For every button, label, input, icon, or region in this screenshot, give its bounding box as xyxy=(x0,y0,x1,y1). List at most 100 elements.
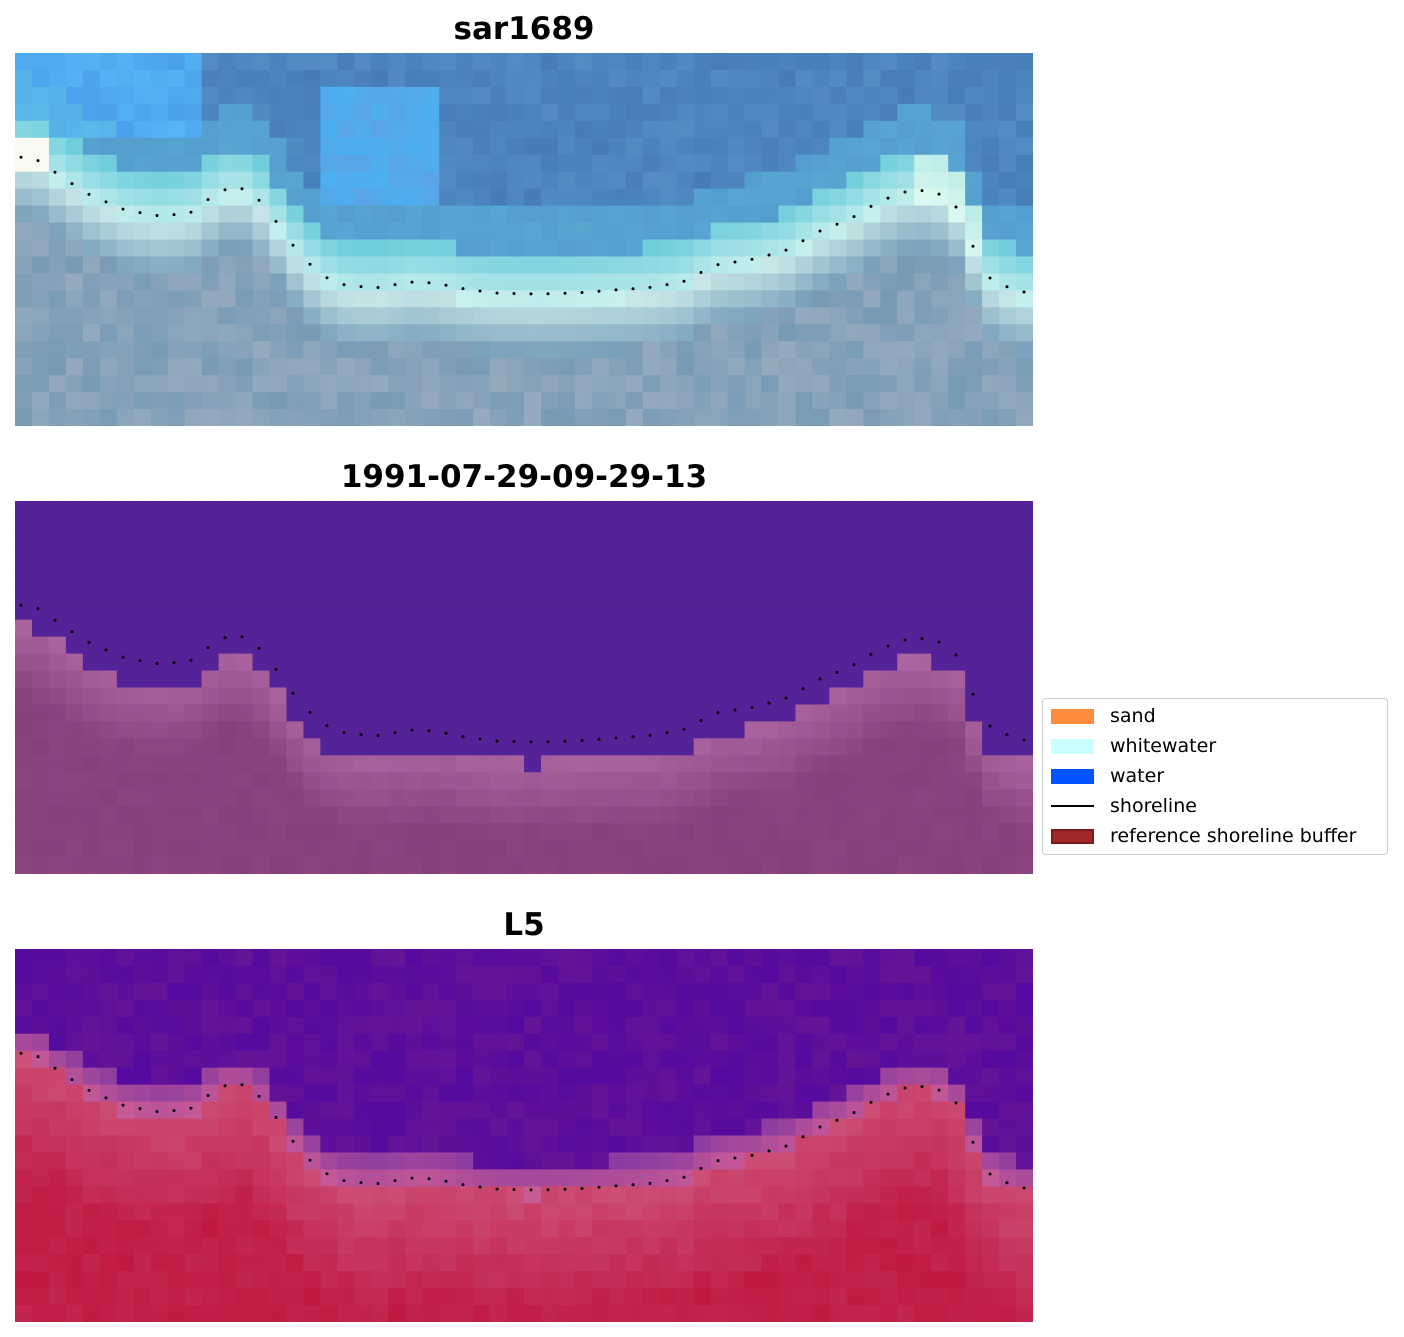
image-pixel xyxy=(863,619,881,638)
image-pixel xyxy=(540,171,559,190)
image-pixel xyxy=(829,721,847,739)
image-pixel xyxy=(931,1169,949,1187)
image-pixel xyxy=(48,205,67,224)
image-pixel xyxy=(48,585,67,604)
image-pixel xyxy=(456,222,474,241)
image-pixel xyxy=(727,999,746,1018)
image-pixel xyxy=(337,653,355,672)
image-pixel xyxy=(371,1169,389,1187)
image-pixel xyxy=(167,1016,186,1035)
image-pixel xyxy=(99,602,118,621)
image-pixel xyxy=(371,704,389,722)
image-pixel xyxy=(948,1118,966,1137)
image-pixel xyxy=(439,53,457,71)
image-pixel xyxy=(286,53,305,71)
image-pixel xyxy=(354,53,372,71)
shoreline-point xyxy=(920,637,924,641)
image-pixel xyxy=(133,1169,152,1187)
image-pixel xyxy=(744,290,763,308)
image-pixel xyxy=(456,857,474,874)
image-pixel xyxy=(490,857,508,874)
image-pixel xyxy=(15,120,33,139)
image-pixel xyxy=(99,755,118,773)
image-pixel xyxy=(388,222,406,241)
image-pixel xyxy=(354,636,372,655)
image-pixel xyxy=(320,1118,338,1137)
image-pixel xyxy=(150,857,169,874)
image-pixel xyxy=(201,1101,220,1120)
image-pixel xyxy=(642,1220,661,1238)
shoreline-point xyxy=(631,1183,635,1187)
image-pixel xyxy=(676,602,695,621)
image-pixel xyxy=(948,239,966,258)
image-pixel xyxy=(116,1305,135,1322)
image-pixel xyxy=(150,290,169,308)
image-pixel xyxy=(456,789,474,807)
image-pixel xyxy=(184,653,203,672)
image-pixel xyxy=(591,721,610,739)
image-pixel xyxy=(150,239,169,258)
image-pixel xyxy=(931,1033,949,1052)
image-pixel xyxy=(778,1101,797,1120)
image-pixel xyxy=(982,1305,1000,1322)
image-pixel xyxy=(642,1135,661,1154)
image-pixel xyxy=(931,1271,949,1289)
image-pixel xyxy=(676,1118,695,1137)
classification-image-panel xyxy=(15,501,1033,874)
image-pixel xyxy=(659,704,678,722)
image-pixel xyxy=(201,806,220,824)
image-pixel xyxy=(795,653,814,672)
image-pixel xyxy=(82,653,101,672)
image-pixel xyxy=(659,188,678,207)
image-pixel xyxy=(48,375,67,393)
image-pixel xyxy=(82,501,101,519)
image-pixel xyxy=(574,619,593,638)
image-pixel xyxy=(388,1237,406,1255)
image-pixel xyxy=(659,789,678,807)
image-pixel xyxy=(965,1254,983,1272)
image-pixel xyxy=(422,653,440,672)
image-pixel xyxy=(235,103,254,122)
image-pixel xyxy=(31,69,50,88)
image-pixel xyxy=(286,551,305,570)
image-pixel xyxy=(82,375,101,393)
image-pixel xyxy=(48,534,67,553)
image-pixel xyxy=(625,1118,644,1137)
image-pixel xyxy=(167,341,186,359)
image-pixel xyxy=(184,738,203,756)
image-pixel xyxy=(540,670,559,689)
image-pixel xyxy=(99,1152,118,1170)
image-pixel xyxy=(116,1288,135,1306)
image-pixel xyxy=(150,137,169,156)
image-pixel xyxy=(880,1118,898,1137)
image-pixel xyxy=(439,239,457,258)
image-pixel xyxy=(914,53,932,71)
image-pixel xyxy=(252,69,271,88)
image-pixel xyxy=(591,789,610,807)
image-pixel xyxy=(167,840,186,858)
image-pixel xyxy=(608,1305,627,1322)
image-pixel xyxy=(65,53,84,71)
image-pixel xyxy=(218,341,237,359)
shoreline-point xyxy=(954,653,958,657)
image-pixel xyxy=(507,949,525,967)
image-pixel xyxy=(982,1050,1000,1069)
image-pixel xyxy=(31,1186,50,1204)
image-pixel xyxy=(761,999,780,1018)
image-pixel xyxy=(761,120,780,139)
image-pixel xyxy=(693,949,712,967)
image-pixel xyxy=(133,653,152,672)
image-pixel xyxy=(829,1254,847,1272)
image-pixel xyxy=(948,358,966,376)
image-pixel xyxy=(557,1288,576,1306)
image-pixel xyxy=(863,534,881,553)
image-pixel xyxy=(829,857,847,874)
image-pixel xyxy=(354,1254,372,1272)
image-pixel xyxy=(999,307,1017,325)
image-pixel xyxy=(184,721,203,739)
image-pixel xyxy=(354,501,372,519)
image-pixel xyxy=(201,375,220,393)
image-pixel xyxy=(337,409,355,426)
image-pixel xyxy=(422,1118,440,1137)
image-pixel xyxy=(371,534,389,553)
